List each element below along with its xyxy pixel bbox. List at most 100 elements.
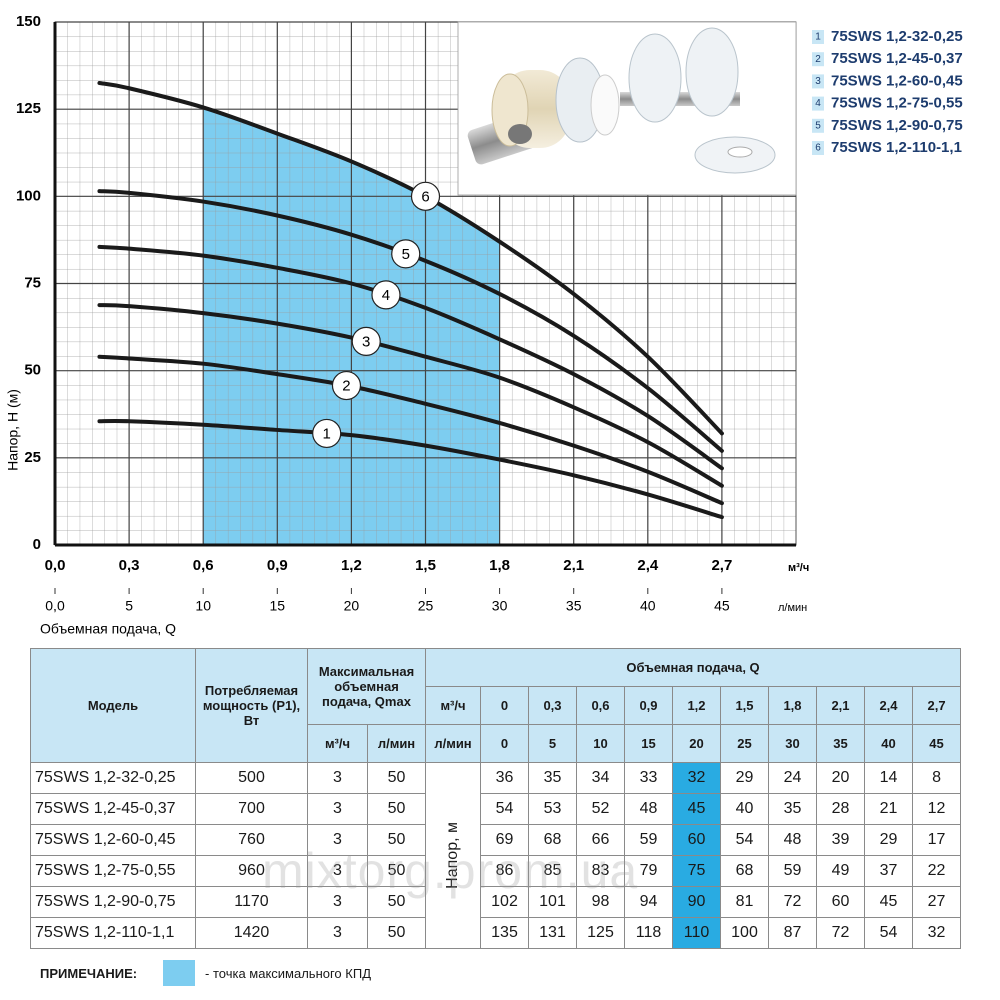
head-cell: 90 [672,886,721,918]
curve-marker [331,370,362,401]
header-cell: Объемная подача, Q [424,648,962,687]
x2-tick-label: 25 [418,598,434,614]
header-cell: 25 [720,724,769,763]
y-tick-label: 125 [16,100,41,117]
header-cell: 2,4 [864,686,913,725]
legend-swatch [812,118,824,133]
curve-marker [391,239,421,269]
head-cell: 110 [672,917,721,949]
product-photo [457,21,797,196]
x-tick-label: 0,3 [119,557,140,574]
header-cell: 30 [768,724,817,763]
header-row: Модель Потребляемая мощность (P1), Вт Макс… [30,648,962,763]
legend-label: 75SWS 1,2-75-0,55 [831,95,963,112]
legend-number: 1 [815,32,821,43]
qmax-cell: 50 [367,917,426,949]
head-cell: 52 [576,793,625,825]
x-tick-label: 0,9 [267,557,288,574]
header-cell: л/мин [425,724,481,763]
x-unit: м³/ч [788,562,809,574]
legend-number: 3 [815,76,821,87]
curve [97,418,724,520]
header-cell: м³/ч [307,724,368,763]
x-tick-label: 2,1 [563,557,584,574]
header-cell: 40 [864,724,913,763]
qmax-cell: 3 [307,886,368,918]
header-cell: 2,1 [816,686,865,725]
head-cell: 72 [768,886,817,918]
y-tick-label: 75 [24,274,41,291]
curve-marker [351,326,381,356]
header-cell: 1,5 [720,686,769,725]
head-cell: 68 [528,824,577,856]
header-cell: 10 [576,724,625,763]
x2-tick-label: 5 [125,598,133,614]
legend-swatch [812,52,824,67]
head-cell: 75 [672,855,721,887]
head-cell: 45 [672,793,721,825]
legend-label: 75SWS 1,2-110-1,1 [831,139,962,156]
qmax-cell: 50 [367,824,426,856]
header-cell: 1,8 [768,686,817,725]
header-cell: 0,9 [624,686,673,725]
table-row: 75SWS 1,2-90-0,75 1170 3 50 102 101 98 94 90 81 72… [30,886,962,918]
qmax-cell: 50 [367,793,426,825]
curve [97,303,724,488]
head-cell: 48 [624,793,673,825]
head-cell: 28 [816,793,865,825]
head-cell: 37 [864,855,913,887]
header-cell: 35 [816,724,865,763]
curve [97,81,724,436]
header-cell: 1,2 [672,686,721,725]
x2-tick-label: 30 [492,598,508,614]
header-cell: 0 [480,724,529,763]
head-cell: 36 [480,762,529,794]
curve-marker [371,280,401,310]
header-cell: л/мин [367,724,426,763]
header-cell: Потребляемая мощность (P1), Вт [195,648,308,763]
qmax-cell: 50 [367,855,426,887]
model-cell: 75SWS 1,2-90-0,75 [30,886,196,918]
curve-marker-label: 1 [323,425,331,442]
head-cell: 81 [720,886,769,918]
head-cell: 54 [864,917,913,949]
power-cell: 500 [195,762,308,794]
model-cell: 75SWS 1,2-60-0,45 [30,824,196,856]
header-cell: 0,3 [528,686,577,725]
head-cell: 101 [528,886,577,918]
head-cell: 35 [528,762,577,794]
head-cell: 86 [480,855,529,887]
curve [97,244,724,471]
head-cell: 29 [720,762,769,794]
header-row: м³/ч л/мин л/мин 0 5 10 15 20 25 30 35 40 45 [31,724,962,763]
head-cell: 32 [672,762,721,794]
x-tick-label: 2,4 [637,557,659,574]
head-cell: 94 [624,886,673,918]
legend-label: 75SWS 1,2-45-0,37 [831,50,963,67]
table-row: 75SWS 1,2-75-0,55 960 3 50 86 85 83 79 75 68 59 49 3… [30,855,962,887]
x2-tick-label: 10 [195,598,211,614]
y-tick-label: 100 [16,187,41,204]
header-cell: 20 [672,724,721,763]
x-tick-label: 1,5 [415,557,436,574]
head-cell: 100 [720,917,769,949]
header-row: м³/ч 0 0,3 0,6 0,9 1,2 1,5 1,8 2,1 2,4 2,7 [31,686,962,725]
head-cell: 66 [576,824,625,856]
head-cell: 118 [624,917,673,949]
x2-tick-label: 20 [344,598,360,614]
head-cell: 17 [911,824,962,856]
head-cell: 87 [768,917,817,949]
head-cell: 35 [768,793,817,825]
head-cell: 79 [624,855,673,887]
x2-tick-label: 35 [566,598,582,614]
x-tick-label: 1,2 [341,557,362,574]
x-tick-label: 2,7 [711,557,732,574]
head-cell: 53 [528,793,577,825]
legend-swatch [812,30,824,44]
x-tick-label: 0,0 [45,557,66,574]
curve-marker-label: 2 [342,378,350,395]
legend-swatch [812,141,824,155]
